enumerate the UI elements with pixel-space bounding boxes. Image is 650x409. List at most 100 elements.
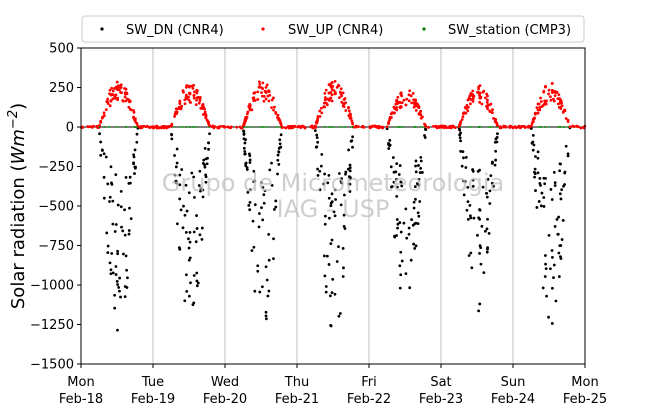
sw-up-point [318,115,322,118]
sw-station-point [344,126,347,128]
x-tick-label-date: Feb-19 [131,392,175,407]
sw-dn-point [485,250,489,254]
sw-dn-point [123,208,126,212]
sw-up-point [469,98,473,101]
y-tick-label: −1000 [30,279,74,294]
sw-dn-point [330,192,334,196]
sw-up-point [276,113,280,117]
sw-dn-point [248,152,251,156]
sw-up-point [539,96,542,100]
sw-dn-point [327,173,331,177]
x-tick-label-day: Wed [211,375,239,390]
sw-dn-point [315,133,319,137]
sw-dn-point [468,203,472,207]
sw-up-point [387,122,390,126]
watermark-line1: Grupo de Micrometeorologia [162,169,504,197]
sw-dn-point [479,262,483,266]
sw-dn-point [208,132,211,136]
sw-dn-point [395,162,399,166]
sw-dn-point [333,292,337,296]
sw-dn-point [478,302,482,306]
sw-dn-point [489,174,493,178]
sw-up-point [301,124,304,128]
sw-station-point [277,126,279,128]
sw-station-point [106,126,109,128]
sw-up-point [402,98,406,102]
sw-station-point [178,126,181,128]
sw-up-point [330,88,334,91]
sw-up-point [391,111,395,115]
sw-dn-point [462,179,465,183]
sw-up-point [442,124,446,128]
sw-dn-point [188,230,192,234]
sw-dn-point [538,176,542,180]
sw-up-point [132,110,136,114]
sw-dn-point [340,181,344,185]
sw-dn-point [182,204,185,208]
sw-dn-point [348,190,352,193]
sw-dn-point [464,156,468,159]
sw-dn-point [495,135,499,139]
sw-up-point [257,85,261,89]
sw-up-point [478,91,482,95]
sw-up-point [339,87,343,91]
sw-station-point [487,126,489,128]
sw-dn-point [339,203,343,207]
sw-station-point [267,126,270,128]
watermark-line2: IAG - USP [277,195,390,223]
sw-dn-point [459,139,463,143]
sw-dn-point [124,254,128,258]
sw-up-point [464,111,468,115]
sw-dn-point [338,312,342,315]
sw-dn-point [316,140,320,144]
x-tick-label-day: Thu [284,375,309,390]
sw-dn-point [135,140,139,144]
sw-up-point [108,104,112,108]
sw-up-point [110,86,114,90]
sw-up-point [532,117,536,121]
sw-dn-point [471,178,475,182]
sw-up-point [544,84,547,88]
sw-dn-point [543,182,547,186]
sw-dn-point [324,290,328,294]
sw-dn-point [279,133,283,137]
sw-up-point [414,103,418,107]
sw-dn-point [458,136,462,140]
sw-dn-point [349,176,352,180]
sw-up-point [184,93,188,97]
sw-up-point [465,104,469,107]
sw-up-point [122,99,125,103]
sw-up-point [348,116,352,120]
sw-dn-point [542,205,546,208]
sw-up-point [81,125,84,129]
sw-station-point [189,126,192,128]
sw-up-point [178,101,182,105]
sw-up-point [328,96,332,100]
sw-up-point [256,98,260,101]
sw-dn-point [203,163,206,167]
sw-dn-point [485,195,489,199]
sw-dn-point [248,208,252,212]
sw-up-point [181,89,185,93]
sw-up-point [179,107,183,111]
sw-up-point [201,113,205,116]
sw-dn-point [135,132,139,136]
sw-up-point [252,99,256,103]
sw-up-point [400,94,404,98]
sw-dn-point [398,264,402,268]
sw-up-point [258,80,261,84]
legend-marker-sw-station [422,27,426,31]
y-tick-label: −1250 [30,318,74,333]
sw-station-point [258,126,261,128]
sw-dn-point [279,145,283,149]
sw-dn-point [531,140,535,144]
sw-dn-point [467,254,471,257]
sw-station-point [248,126,251,128]
sw-up-point [405,97,409,101]
sw-up-point [537,102,541,106]
sw-dn-point [393,235,397,239]
sw-up-point [203,110,207,114]
sw-up-point [197,101,201,105]
sw-dn-point [244,138,247,142]
